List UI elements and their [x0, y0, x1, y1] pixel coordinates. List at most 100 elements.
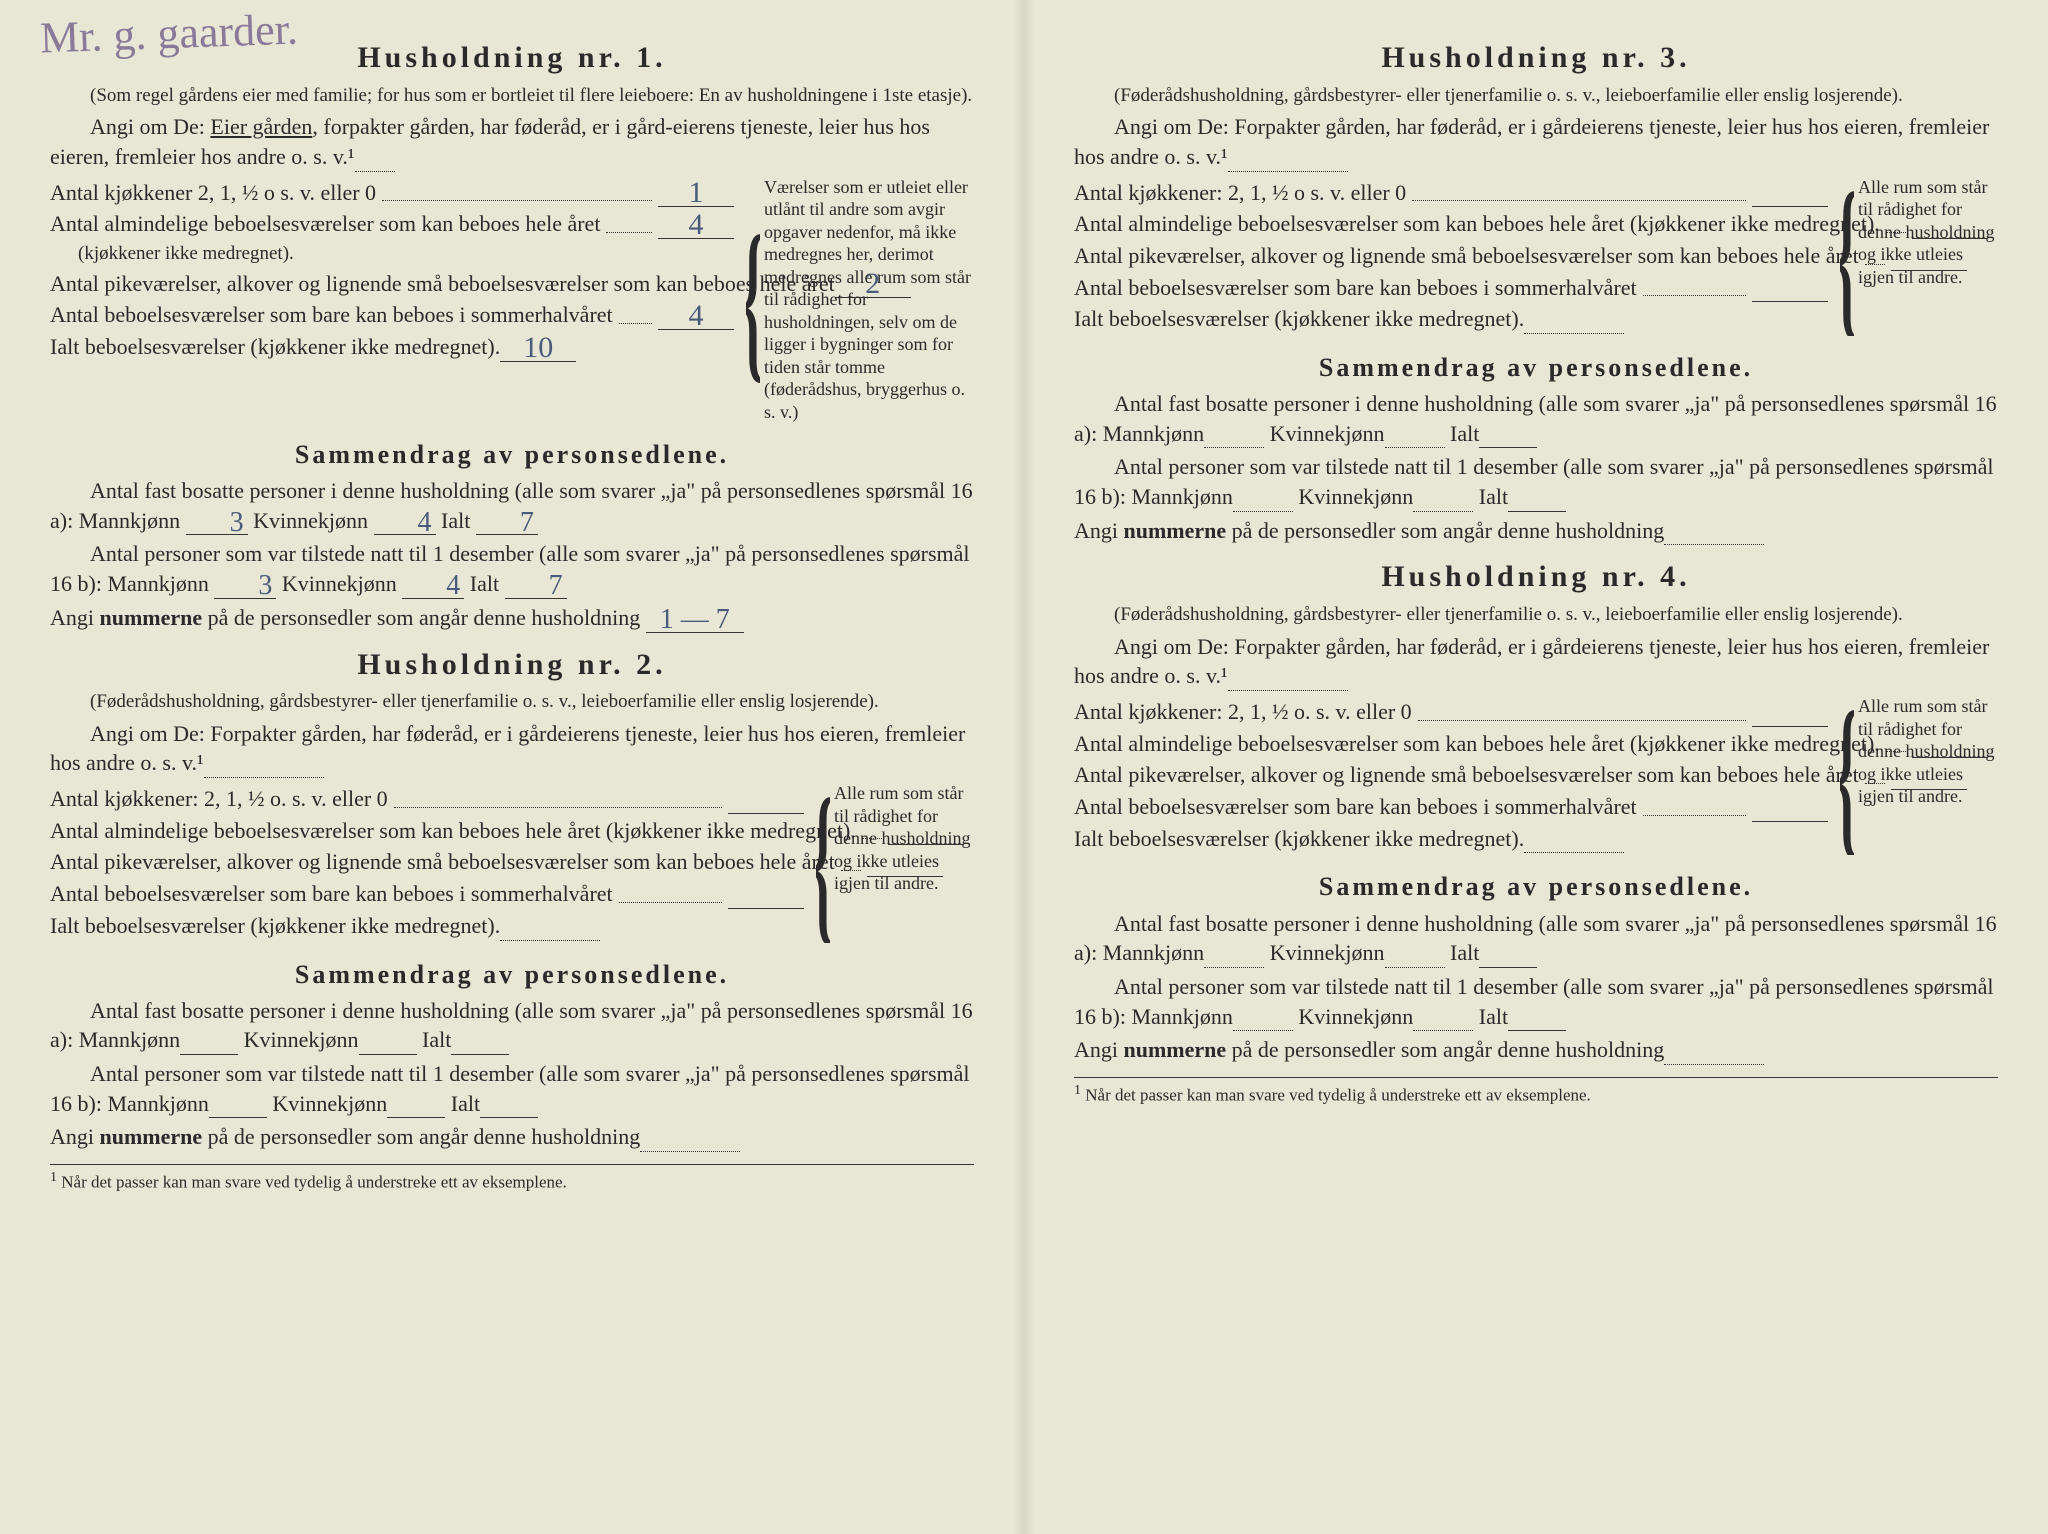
footnote-right: 1 Når det passer kan man svare ved tydel… [1074, 1077, 1998, 1108]
a-total: 10 [500, 334, 576, 362]
angi-num-rest: på de personsedler som angår denne husho… [202, 605, 640, 630]
s2-m [1233, 511, 1293, 512]
angi-num-blank [1664, 544, 1764, 545]
q-rooms-year-row: Antal almindelige beboelsesværelser som … [50, 209, 734, 239]
a-blank [728, 813, 804, 814]
s1-row-2: Antal fast bosatte personer i denne hush… [50, 996, 974, 1055]
s2-ialt-label: Ialt [470, 571, 499, 596]
q-kitchen-row: Antal kjøkkener: 2, 1, ½ o s. v. eller 0 [1074, 178, 1828, 208]
q-rooms-year: Antal almindelige beboelsesværelser som … [1074, 209, 1880, 239]
s1-text: Antal fast bosatte personer i denne hush… [50, 998, 973, 1053]
angi-num-rest: på de personsedler som angår denne husho… [1226, 1037, 1664, 1062]
handwritten-annotation: Mr. g. gaarder. [39, 4, 298, 64]
q-pike: Antal pikeværelser, alkover og lignende … [50, 269, 835, 299]
s1-row-3: Antal fast bosatte personer i denne hush… [1074, 389, 1998, 448]
footnote-text: Når det passer kan man svare ved tydelig… [61, 1173, 567, 1192]
footnote-left: 1 Når det passer kan man svare ved tydel… [50, 1164, 974, 1195]
s2-ialt-label: Ialt [451, 1091, 480, 1116]
s2-k [387, 1117, 445, 1118]
s2-t: 7 [505, 575, 567, 598]
angi-underlined: Eier gården [210, 114, 312, 139]
s2-ialt-label: Ialt [1479, 484, 1508, 509]
dots [606, 232, 652, 233]
household-4-angi: Angi om De: Forpakter gården, har føderå… [1074, 632, 1998, 691]
q-total: Ialt beboelsesværelser (kjøkkener ikke m… [50, 911, 500, 941]
q-kitchen: Antal kjøkkener: 2, 1, ½ o. s. v. eller … [50, 784, 388, 814]
angi-num-prefix: Angi [50, 1124, 100, 1149]
q-total-row: Ialt beboelsesværelser (kjøkkener ikke m… [50, 332, 734, 362]
household-3-subnote: (Føderådshusholdning, gårdsbestyrer- ell… [1074, 83, 1998, 109]
brace-icon [1840, 695, 1854, 855]
household-4-questions: Antal kjøkkener: 2, 1, ½ o. s. v. eller … [1074, 695, 1998, 855]
brace-icon [1840, 176, 1854, 336]
s1-ialt-label: Ialt [441, 508, 470, 533]
s2-k [1413, 1030, 1473, 1031]
household-2-title: Husholdning nr. 2. [50, 645, 974, 686]
q-rooms-year-row: Antal almindelige beboelsesværelser som … [1074, 729, 1828, 759]
q-kitchen-row: Antal kjøkkener 2, 1, ½ o s. v. eller 0 … [50, 178, 734, 208]
q-summer-row: Antal beboelsesværelser som bare kan beb… [1074, 792, 1828, 822]
a-blank [1752, 301, 1828, 302]
angi-blank [1228, 171, 1348, 172]
dots [394, 807, 722, 808]
s2-kv-label: Kvinnekjønn [1298, 484, 1413, 509]
footnote-text: Når det passer kan man svare ved tydelig… [1085, 1086, 1591, 1105]
angi-num-blank [640, 1151, 740, 1152]
sidenote-text: Alle rum som står til rådighet for denne… [834, 783, 971, 893]
s1-kv-label: Kvinnekjønn [1270, 421, 1385, 446]
household-2: Husholdning nr. 2. (Føderådshusholdning,… [50, 645, 974, 1152]
sidenote-text: Værelser som er utleiet eller utlånt til… [764, 177, 971, 422]
q-pike-row: Antal pikeværelser, alkover og lignende … [50, 847, 804, 877]
dots [382, 200, 652, 201]
s1-k: 4 [374, 512, 436, 535]
household-3-title: Husholdning nr. 3. [1074, 38, 1998, 79]
q-rooms-year: Antal almindelige beboelsesværelser som … [1074, 729, 1880, 759]
household-1-angi: Angi om De: Eier gården, forpakter gårde… [50, 112, 974, 171]
household-3: Husholdning nr. 3. (Føderådshusholdning,… [1074, 38, 1998, 545]
s2-text: Antal personer som var tilstede natt til… [50, 1061, 970, 1116]
s2-row-3: Antal personer som var tilstede natt til… [1074, 452, 1998, 511]
angi-text: Angi om De: Forpakter gården, har føderå… [1074, 634, 1989, 689]
s1-t: 7 [476, 512, 538, 535]
q-pike: Antal pikeværelser, alkover og lignende … [1074, 760, 1859, 790]
s2-row-1: Antal personer som var tilstede natt til… [50, 539, 974, 598]
s1-ialt-label: Ialt [1450, 421, 1479, 446]
angi-blank [1228, 690, 1348, 691]
household-1-subnote: (Som regel gårdens eier med familie; for… [50, 83, 974, 109]
angi-num-prefix: Angi [1074, 1037, 1124, 1062]
s2-t [480, 1117, 538, 1118]
sammendrag-title-1: Sammendrag av personsedlene. [50, 437, 974, 472]
angi-num-bold: nummerne [100, 605, 203, 630]
s2-row-4: Antal personer som var tilstede natt til… [1074, 972, 1998, 1031]
q-rooms-year-sub: (kjøkkener ikke medregnet). [50, 241, 734, 267]
q-pike: Antal pikeværelser, alkover og lignende … [50, 847, 835, 877]
s1-ialt-label: Ialt [1450, 940, 1479, 965]
s2-row-2: Antal personer som var tilstede natt til… [50, 1059, 974, 1118]
household-4: Husholdning nr. 4. (Føderådshusholdning,… [1074, 557, 1998, 1064]
angi-num-row-2: Angi nummerne på de personsedler som ang… [50, 1122, 974, 1152]
angi-num-bold: nummerne [1124, 1037, 1227, 1062]
dots [1412, 200, 1746, 201]
q-kitchen: Antal kjøkkener 2, 1, ½ o s. v. eller 0 [50, 178, 376, 208]
q-total-row: Ialt beboelsesværelser (kjøkkener ikke m… [1074, 824, 1828, 854]
q-total: Ialt beboelsesværelser (kjøkkener ikke m… [50, 332, 500, 362]
questions-left: Antal kjøkkener 2, 1, ½ o s. v. eller 0 … [50, 176, 734, 424]
q-total: Ialt beboelsesværelser (kjøkkener ikke m… [1074, 304, 1524, 334]
q-kitchen: Antal kjøkkener: 2, 1, ½ o s. v. eller 0 [1074, 178, 1406, 208]
q-total-row: Ialt beboelsesværelser (kjøkkener ikke m… [1074, 304, 1828, 334]
q-kitchen-row: Antal kjøkkener: 2, 1, ½ o. s. v. eller … [50, 784, 804, 814]
angi-num-row-4: Angi nummerne på de personsedler som ang… [1074, 1035, 1998, 1065]
footnote-num: 1 [1074, 1083, 1081, 1098]
a-blank [1524, 333, 1624, 334]
q-summer-row: Antal beboelsesværelser som bare kan beb… [50, 879, 804, 909]
a-blank [1752, 726, 1828, 727]
dots [1418, 720, 1746, 721]
a-rooms-year: 4 [658, 211, 734, 239]
s2-kv-label: Kvinnekjønn [282, 571, 397, 596]
household-1-questions: Antal kjøkkener 2, 1, ½ o s. v. eller 0 … [50, 176, 974, 424]
s1-text: Antal fast bosatte personer i denne hush… [1074, 911, 1997, 966]
household-4-subnote: (Føderådshusholdning, gårdsbestyrer- ell… [1074, 602, 1998, 628]
angi-num-rest: på de personsedler som angår denne husho… [1226, 518, 1664, 543]
sidenote-text: Alle rum som står til rådighet for denne… [1858, 177, 1995, 287]
a-blank [1524, 852, 1624, 853]
